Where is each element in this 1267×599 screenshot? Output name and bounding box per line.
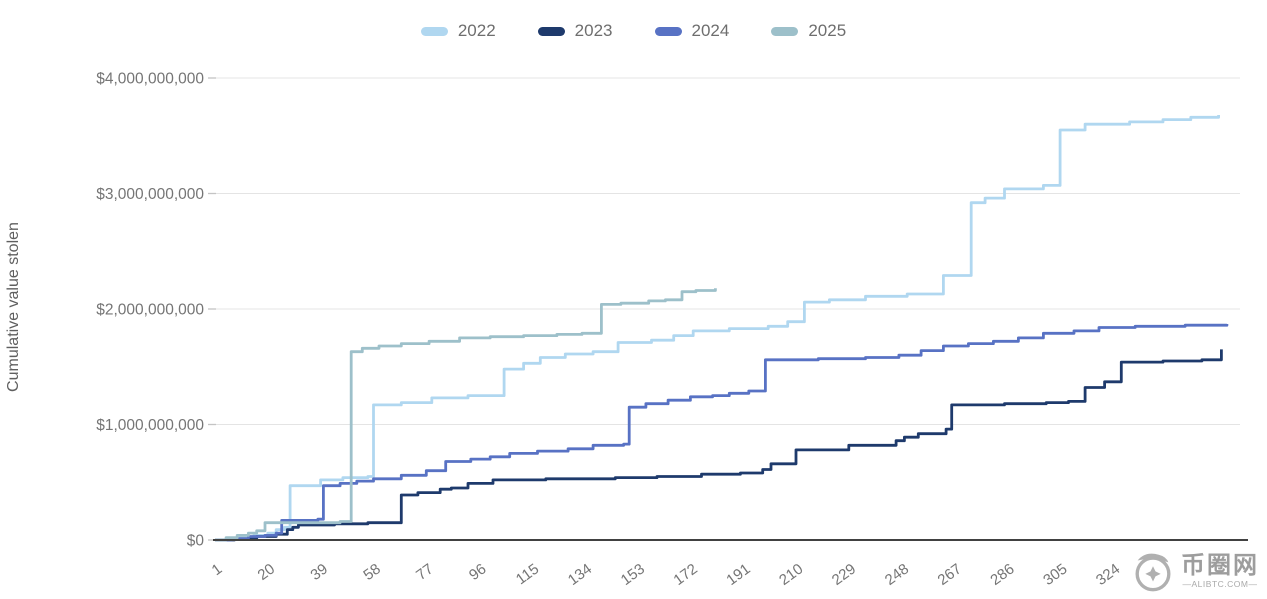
x-tick-label: 172 [671, 560, 701, 588]
y-axis-title: Cumulative value stolen [5, 222, 22, 392]
watermark-domain: —ALIBTC.COM— [1182, 578, 1258, 589]
x-tick-label: 39 [307, 560, 330, 584]
legend-label: 2025 [808, 21, 847, 40]
y-tick-label: $1,000,000,000 [96, 417, 204, 434]
y-tick-label: $4,000,000,000 [96, 71, 204, 88]
legend-swatch-2024-icon [654, 26, 682, 36]
x-tick-label: 286 [987, 560, 1017, 588]
legend-label: 2022 [457, 21, 496, 40]
series-line-2022 [215, 115, 1220, 542]
x-tick-label: 134 [565, 560, 595, 588]
x-tick-label: 210 [776, 560, 806, 588]
y-tick-label: $0 [187, 533, 205, 550]
x-tick-label: 191 [723, 560, 753, 588]
series-line-2024 [215, 323, 1229, 542]
x-tick-label: 1 [209, 560, 226, 579]
legend-swatch-2025-icon [771, 26, 799, 36]
legend-item-2024[interactable]: 2024 [654, 21, 730, 41]
x-tick-label: 153 [618, 560, 648, 588]
y-tick-label: $3,000,000,000 [96, 186, 204, 203]
x-tick-label: 248 [882, 560, 912, 588]
legend-label: 2023 [574, 21, 613, 40]
series-line-2023 [215, 349, 1223, 542]
grid-layer: $0 $1,000,000,000 $2,000,000,000 $3,000,000… [96, 71, 1240, 550]
x-tick-label: 324 [1093, 560, 1123, 588]
legend-item-2023[interactable]: 2023 [537, 21, 613, 41]
x-tick-label: 20 [255, 560, 278, 584]
x-tick-label: 229 [829, 560, 859, 588]
y-tick-label: $2,000,000,000 [96, 302, 204, 319]
legend-label: 2024 [691, 21, 730, 40]
watermark-site-name: 币圈网 [1181, 551, 1259, 579]
x-tick-label: 267 [935, 560, 965, 588]
legend-swatch-2022-icon [420, 26, 448, 36]
x-tick-label: 305 [1040, 560, 1070, 588]
legend-item-2022[interactable]: 2022 [420, 21, 496, 41]
x-tick-label: 115 [513, 560, 542, 588]
chart-legend: 2022 2023 2024 2025 [0, 21, 1267, 41]
watermark-text: 币圈网 —ALIBTC.COM— [1181, 551, 1259, 589]
x-tick-label: 58 [360, 560, 383, 584]
watermark-logo-icon [1135, 553, 1171, 592]
x-tick-label: 96 [466, 560, 489, 584]
series-layer [215, 115, 1229, 542]
legend-swatch-2023-icon [537, 26, 565, 36]
legend-item-2025[interactable]: 2025 [771, 21, 846, 41]
series-line-2025 [215, 288, 717, 542]
axis-layer: 1 20 39 58 77 96 115 134 153 172 191 210 229 248 267 28… [209, 539, 1248, 589]
x-tick-label: 77 [413, 560, 436, 584]
watermark: 币圈网 —ALIBTC.COM— [1124, 545, 1267, 599]
